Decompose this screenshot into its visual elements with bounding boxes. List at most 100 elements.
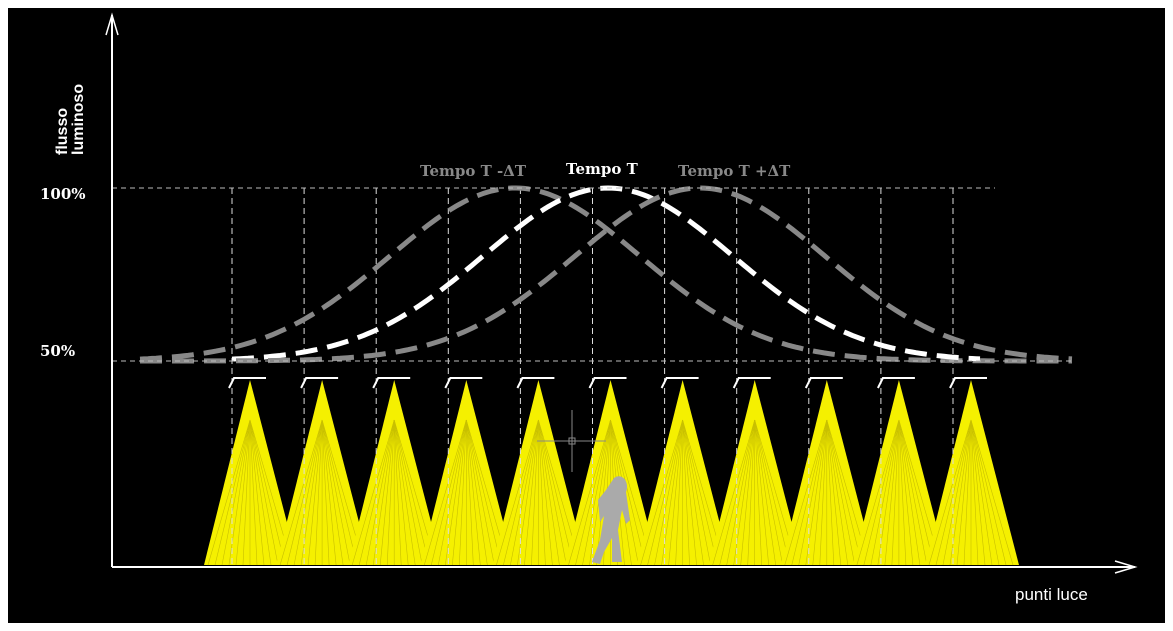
light-ray xyxy=(870,419,900,566)
lamp-head xyxy=(444,377,483,389)
light-ray xyxy=(351,419,395,566)
light-ray xyxy=(321,419,337,566)
light-ray xyxy=(654,419,683,566)
light-ray xyxy=(740,419,755,566)
light-ray xyxy=(531,419,539,566)
lamp-head xyxy=(588,377,627,389)
light-ray xyxy=(754,419,762,566)
light-ray xyxy=(321,419,358,566)
light-ray xyxy=(321,419,351,566)
light-ray xyxy=(438,419,467,566)
light-ray xyxy=(235,419,251,566)
light-ray xyxy=(249,419,286,566)
light-ray xyxy=(682,419,697,566)
light-ray xyxy=(452,419,467,566)
light-ray xyxy=(393,419,430,566)
x-axis-arrow xyxy=(1114,560,1138,574)
light-ray xyxy=(798,419,828,566)
flux-curve xyxy=(231,185,981,362)
light-ray xyxy=(249,419,279,566)
light-ray xyxy=(466,419,495,566)
light-ray xyxy=(819,419,828,566)
x-axis-label: punti luce xyxy=(1015,585,1088,604)
light-ray xyxy=(582,419,611,566)
light-ray xyxy=(898,419,907,566)
light-ray xyxy=(754,419,776,566)
curves xyxy=(139,185,1073,364)
light-ray xyxy=(321,419,344,566)
light-ray xyxy=(568,419,611,566)
light-cone xyxy=(564,380,659,565)
light-ray xyxy=(386,419,395,566)
flux-curve xyxy=(139,185,1072,364)
light-cone xyxy=(780,380,875,565)
light-ray xyxy=(970,419,993,566)
light-ray xyxy=(393,419,416,566)
person xyxy=(592,476,630,564)
y-label-line: luminoso xyxy=(70,84,87,155)
light-ray xyxy=(970,419,979,566)
light-ray xyxy=(207,419,251,566)
light-ray xyxy=(538,419,546,566)
light-cone xyxy=(276,380,371,565)
light-ray xyxy=(466,419,481,566)
light-ray xyxy=(221,419,251,566)
light-cone xyxy=(420,380,515,565)
light-ray xyxy=(249,419,258,566)
light-cone xyxy=(925,380,1019,565)
light-ray xyxy=(754,419,790,566)
light-ray xyxy=(668,419,683,566)
light-ray xyxy=(726,419,755,566)
light-ray xyxy=(466,419,502,566)
light-ray xyxy=(538,419,560,566)
light-ray xyxy=(942,419,972,566)
light-ray xyxy=(365,419,395,566)
light-ray xyxy=(682,419,718,566)
light-ray xyxy=(466,419,488,566)
lamps xyxy=(204,188,1019,566)
light-ray xyxy=(675,419,683,566)
light-ray xyxy=(970,419,1014,566)
curve-label: Tempo T +ΔT xyxy=(678,162,791,180)
light-ray xyxy=(826,419,863,566)
level-label: 50% xyxy=(40,342,75,360)
y-axis-arrow xyxy=(105,12,119,36)
lamp-head xyxy=(949,377,987,389)
light-ray xyxy=(393,419,409,566)
light-ray xyxy=(826,419,849,566)
light-cone xyxy=(636,380,731,565)
y-label-line: flusso xyxy=(54,108,71,155)
light-ray xyxy=(898,419,935,566)
light-ray xyxy=(424,419,467,566)
light-cone xyxy=(492,380,587,565)
light-ray xyxy=(307,419,323,566)
light-ray xyxy=(682,419,711,566)
light-ray xyxy=(856,419,900,566)
light-ray xyxy=(393,419,402,566)
light-ray xyxy=(510,419,539,566)
light-ray xyxy=(242,419,251,566)
level-label: 100% xyxy=(40,185,86,203)
light-ray xyxy=(379,419,395,566)
light-cone xyxy=(204,380,298,565)
light-ray xyxy=(898,419,928,566)
lamp-head xyxy=(660,377,699,389)
light-ray xyxy=(293,419,323,566)
light-ray xyxy=(898,419,921,566)
light-ray xyxy=(784,419,828,566)
light-ray xyxy=(754,419,783,566)
light-ray xyxy=(970,419,986,566)
light-ray xyxy=(884,419,900,566)
light-ray xyxy=(970,419,1007,566)
crosshair xyxy=(537,410,606,472)
lamp-head xyxy=(228,377,266,389)
lamp-head xyxy=(877,377,915,389)
light-ray xyxy=(459,419,467,566)
light-ray xyxy=(538,419,574,566)
light-ray xyxy=(747,419,755,566)
lamp-head xyxy=(732,377,771,389)
light-ray xyxy=(538,419,567,566)
light-ray xyxy=(496,419,539,566)
light-ray xyxy=(970,419,1000,566)
